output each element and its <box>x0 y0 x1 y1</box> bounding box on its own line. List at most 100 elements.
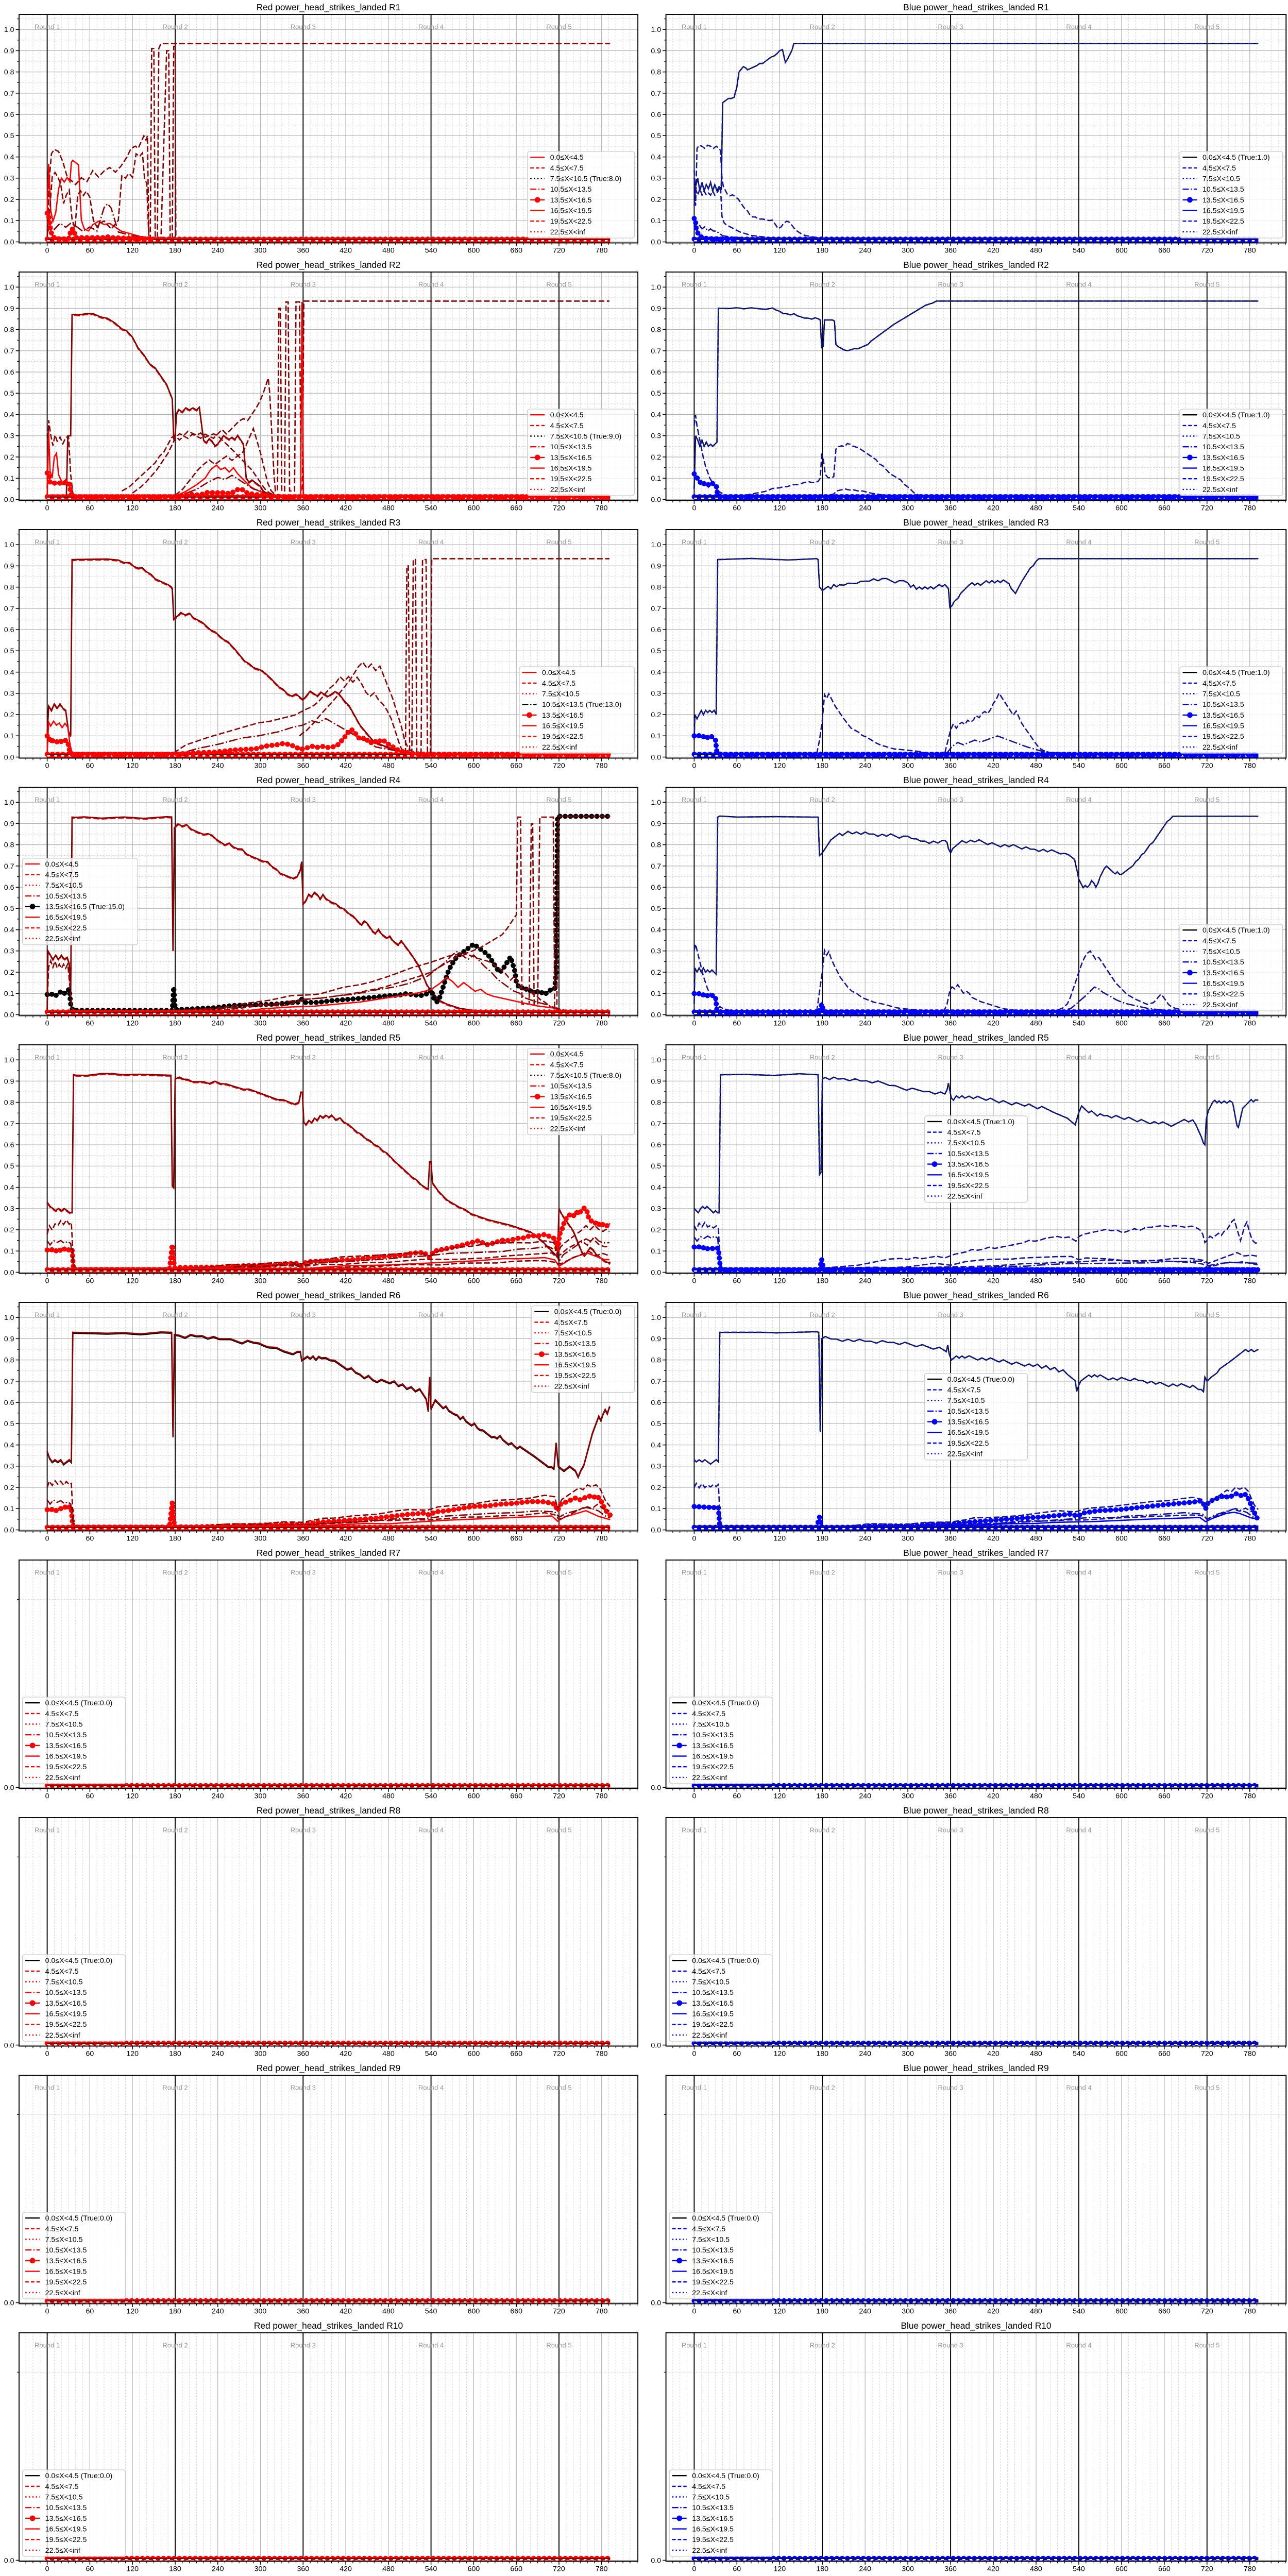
svg-text:Round 5: Round 5 <box>1194 538 1219 546</box>
svg-text:1.0: 1.0 <box>651 1056 661 1064</box>
svg-text:660: 660 <box>510 1277 522 1285</box>
svg-text:10.5≤X<13.5: 10.5≤X<13.5 <box>554 1340 596 1348</box>
svg-text:360: 360 <box>944 2565 957 2573</box>
svg-text:10.5≤X<13.5: 10.5≤X<13.5 <box>1202 443 1244 451</box>
svg-text:7.5≤X<10.5: 7.5≤X<10.5 <box>45 1978 83 1986</box>
svg-text:16.5≤X<19.5: 16.5≤X<19.5 <box>692 2525 734 2533</box>
svg-text:0.2: 0.2 <box>651 711 661 719</box>
svg-text:Round 5: Round 5 <box>1194 23 1219 31</box>
svg-text:120: 120 <box>773 1792 786 1801</box>
svg-text:240: 240 <box>859 1792 871 1801</box>
svg-text:7.5≤X<10.5: 7.5≤X<10.5 <box>45 2235 83 2244</box>
svg-text:300: 300 <box>255 2308 267 2316</box>
svg-text:4.5≤X<7.5: 4.5≤X<7.5 <box>550 1061 584 1069</box>
svg-text:180: 180 <box>816 1020 828 1028</box>
svg-text:300: 300 <box>902 1020 914 1028</box>
svg-text:180: 180 <box>816 2308 828 2316</box>
svg-text:60: 60 <box>733 2050 741 2058</box>
svg-text:540: 540 <box>1073 1020 1085 1028</box>
svg-text:540: 540 <box>425 1020 437 1028</box>
svg-text:Round 2: Round 2 <box>162 1311 188 1319</box>
svg-text:0.3: 0.3 <box>4 432 14 440</box>
svg-text:600: 600 <box>1115 2308 1128 2316</box>
svg-text:Red power_head_strikes_landed: Red power_head_strikes_landed R8 <box>257 1805 401 1816</box>
svg-text:10.5≤X<13.5: 10.5≤X<13.5 <box>45 2504 87 2512</box>
svg-text:300: 300 <box>902 2050 914 2058</box>
svg-text:7.5≤X<10.5: 7.5≤X<10.5 <box>692 2493 730 2501</box>
svg-text:0.1: 0.1 <box>651 217 661 225</box>
svg-text:16.5≤X<19.5: 16.5≤X<19.5 <box>947 1429 989 1437</box>
svg-text:0.0≤X<4.5 (True:1.0): 0.0≤X<4.5 (True:1.0) <box>1202 669 1270 677</box>
svg-text:Round 3: Round 3 <box>938 1054 963 1061</box>
svg-text:300: 300 <box>902 762 914 770</box>
svg-text:120: 120 <box>773 2308 786 2316</box>
svg-text:0.3: 0.3 <box>4 1463 14 1471</box>
svg-text:420: 420 <box>987 247 999 255</box>
svg-text:720: 720 <box>1201 1792 1213 1801</box>
svg-text:16.5≤X<19.5: 16.5≤X<19.5 <box>550 1104 592 1112</box>
svg-text:10.5≤X<13.5: 10.5≤X<13.5 <box>692 2504 734 2512</box>
svg-text:0.0: 0.0 <box>651 2041 661 2049</box>
svg-text:0.4: 0.4 <box>651 411 661 419</box>
svg-text:0.7: 0.7 <box>651 1120 661 1128</box>
svg-text:180: 180 <box>816 2565 828 2573</box>
svg-text:360: 360 <box>297 2308 309 2316</box>
svg-text:540: 540 <box>1073 1792 1085 1801</box>
svg-text:4.5≤X<7.5: 4.5≤X<7.5 <box>1202 680 1236 688</box>
svg-text:480: 480 <box>1030 504 1042 513</box>
svg-text:Round 5: Round 5 <box>1194 796 1219 804</box>
svg-text:540: 540 <box>1073 762 1085 770</box>
svg-text:0.3: 0.3 <box>4 690 14 698</box>
svg-text:120: 120 <box>773 1277 786 1285</box>
svg-text:22.5≤X<inf: 22.5≤X<inf <box>45 2547 80 2555</box>
svg-text:660: 660 <box>1158 1277 1171 1285</box>
svg-text:Round 1: Round 1 <box>35 1826 60 1834</box>
svg-text:16.5≤X<19.5: 16.5≤X<19.5 <box>692 2010 734 2018</box>
svg-text:180: 180 <box>169 1792 181 1801</box>
svg-text:Round 3: Round 3 <box>938 796 963 804</box>
svg-text:0.1: 0.1 <box>4 217 14 225</box>
svg-text:13.5≤X<16.5: 13.5≤X<16.5 <box>947 1418 989 1427</box>
svg-text:0.8: 0.8 <box>4 841 14 850</box>
svg-text:Red power_head_strikes_landed: Red power_head_strikes_landed R9 <box>257 2063 401 2073</box>
svg-text:7.5≤X<10.5 (True:8.0): 7.5≤X<10.5 (True:8.0) <box>550 1072 622 1080</box>
svg-text:0.3: 0.3 <box>651 690 661 698</box>
svg-text:Round 2: Round 2 <box>162 1054 188 1061</box>
svg-text:60: 60 <box>86 504 94 513</box>
svg-text:60: 60 <box>733 504 741 513</box>
svg-text:7.5≤X<10.5: 7.5≤X<10.5 <box>1202 175 1240 183</box>
svg-text:10.5≤X<13.5: 10.5≤X<13.5 <box>45 1989 87 1997</box>
svg-text:120: 120 <box>773 2050 786 2058</box>
svg-text:0: 0 <box>45 2565 49 2573</box>
svg-text:540: 540 <box>1073 2565 1085 2573</box>
svg-text:540: 540 <box>425 1792 437 1801</box>
svg-text:600: 600 <box>468 504 480 513</box>
svg-text:480: 480 <box>382 2565 395 2573</box>
svg-text:4.5≤X<7.5: 4.5≤X<7.5 <box>45 1968 79 1976</box>
svg-text:0.8: 0.8 <box>651 1357 661 1365</box>
svg-text:0.9: 0.9 <box>651 304 661 313</box>
svg-text:Round 4: Round 4 <box>1066 1826 1091 1834</box>
svg-text:Round 1: Round 1 <box>35 796 60 804</box>
svg-text:480: 480 <box>382 1535 395 1543</box>
svg-text:300: 300 <box>902 1535 914 1543</box>
svg-text:13.5≤X<16.5: 13.5≤X<16.5 <box>45 2515 87 2523</box>
svg-text:16.5≤X<19.5: 16.5≤X<19.5 <box>1202 464 1244 472</box>
svg-text:720: 720 <box>1201 1535 1213 1543</box>
svg-text:480: 480 <box>1030 1792 1042 1801</box>
svg-text:300: 300 <box>255 1535 267 1543</box>
svg-text:Round 3: Round 3 <box>291 1311 316 1319</box>
svg-text:16.5≤X<19.5: 16.5≤X<19.5 <box>692 2267 734 2276</box>
svg-text:0.8: 0.8 <box>651 841 661 850</box>
svg-text:Round 4: Round 4 <box>1066 2084 1091 2092</box>
svg-text:Blue power_head_strikes_landed: Blue power_head_strikes_landed R10 <box>901 2320 1051 2331</box>
svg-text:Round 2: Round 2 <box>810 23 835 31</box>
svg-text:420: 420 <box>340 504 352 513</box>
svg-text:10.5≤X<13.5: 10.5≤X<13.5 <box>550 443 592 451</box>
svg-text:13.5≤X<16.5: 13.5≤X<16.5 <box>947 1161 989 1169</box>
svg-text:19.5≤X<22.5: 19.5≤X<22.5 <box>542 733 584 741</box>
svg-text:19.5≤X<22.5: 19.5≤X<22.5 <box>45 1763 87 1771</box>
svg-text:180: 180 <box>816 1792 828 1801</box>
svg-text:13.5≤X<16.5: 13.5≤X<16.5 <box>542 711 584 720</box>
svg-text:180: 180 <box>169 504 181 513</box>
